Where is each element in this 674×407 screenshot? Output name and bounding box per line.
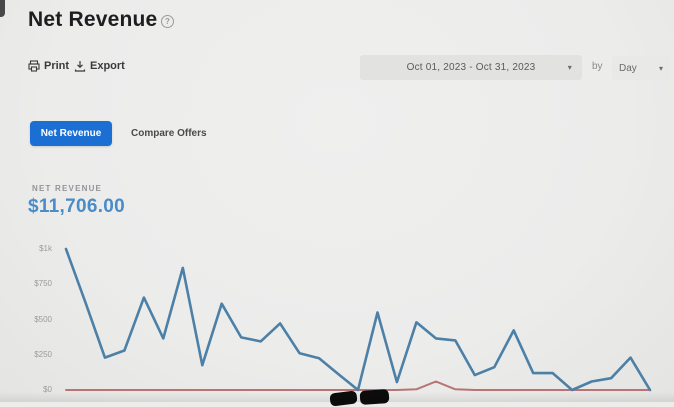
tab-net-revenue[interactable]: Net Revenue — [30, 121, 112, 146]
revenue-line-chart[interactable] — [60, 240, 660, 402]
metric-label: NET REVENUE — [32, 184, 103, 193]
series-line-net-revenue — [64, 247, 652, 392]
export-label: Export — [90, 60, 125, 72]
chevron-down-icon: ▾ — [658, 63, 663, 73]
frame-vignette — [0, 392, 674, 402]
page-title: Net Revenue — [28, 8, 158, 31]
export-button[interactable]: Export — [74, 58, 125, 74]
tab-compare-offers[interactable]: Compare Offers — [131, 121, 207, 146]
y-axis: $1k $750 $500 $250 $0 — [0, 240, 52, 402]
date-range-value: Oct 01, 2023 - Oct 31, 2023 — [406, 62, 536, 73]
chevron-down-icon: ▾ — [567, 63, 572, 72]
y-axis-tick-label: $750 — [34, 279, 52, 289]
video-edge-artifact — [0, 0, 5, 17]
interval-select[interactable]: Day ▾ — [612, 56, 670, 80]
help-icon[interactable]: ? — [161, 15, 174, 28]
date-range-select[interactable]: Oct 01, 2023 - Oct 31, 2023 ▾ — [360, 55, 582, 80]
print-icon — [28, 60, 40, 72]
download-icon — [74, 60, 86, 72]
print-label: Print — [44, 60, 70, 72]
by-label: by — [592, 61, 603, 72]
y-axis-tick-label: $500 — [34, 314, 52, 324]
y-axis-tick-label: $0 — [43, 385, 52, 394]
print-button[interactable]: Print — [28, 58, 69, 74]
y-axis-tick-label: $1k — [39, 244, 52, 253]
revenue-chart: $1k $750 $500 $250 $0 — [0, 240, 674, 402]
y-axis-tick-label: $250 — [34, 349, 52, 359]
metric-value: $11,706.00 — [28, 196, 126, 217]
interval-value: Day — [619, 62, 637, 74]
